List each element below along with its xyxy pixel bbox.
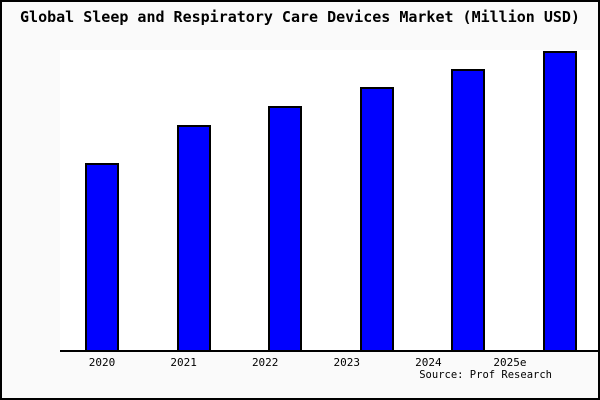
bar-2025e — [542, 51, 577, 350]
bar-2022 — [268, 106, 303, 350]
bar-2020 — [85, 163, 119, 350]
bar-2024 — [451, 69, 486, 350]
chart-title: Global Sleep and Respiratory Care Device… — [20, 8, 580, 26]
bar-2023 — [359, 87, 394, 350]
bar-2021 — [176, 125, 211, 350]
x-tick-label-2024: 2024 — [415, 356, 442, 369]
x-axis-labels: 2020 2021 2022 2023 2024 2025e — [60, 356, 552, 369]
x-tick-label-2022: 2022 — [251, 356, 279, 369]
source-credit: Source: Prof Research — [419, 369, 552, 381]
plot-area — [60, 50, 598, 352]
x-tick-label-2021: 2021 — [170, 356, 197, 369]
x-tick-label-2025e: 2025e — [493, 356, 527, 369]
x-tick-label-2020: 2020 — [88, 356, 116, 369]
x-tick-label-2023: 2023 — [333, 356, 361, 369]
